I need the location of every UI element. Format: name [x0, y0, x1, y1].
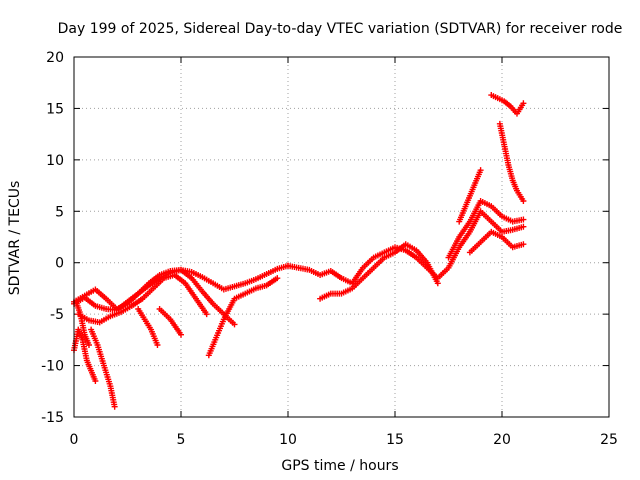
y-tick-label: 0 — [55, 256, 64, 272]
data-point — [520, 198, 527, 204]
series-track-6 — [205, 275, 281, 359]
y-tick-label: 10 — [46, 153, 64, 169]
data-point — [203, 311, 210, 318]
data-point — [178, 331, 184, 338]
x-tick-label: 0 — [70, 432, 79, 448]
x-tick-label: 15 — [386, 432, 404, 448]
data-point — [231, 321, 238, 328]
data-point — [520, 223, 527, 230]
data-point — [434, 280, 441, 287]
series-track-5 — [156, 306, 184, 338]
chart-title: Day 199 of 2025, Sidereal Day-to-day VTE… — [58, 21, 623, 37]
series-track-3 — [75, 272, 210, 326]
data-point — [477, 167, 484, 174]
data-points — [71, 92, 527, 410]
y-tick-label: -5 — [50, 307, 64, 323]
data-point — [92, 378, 99, 384]
data-point — [85, 342, 92, 348]
series-track-16 — [496, 120, 527, 204]
series-track-4 — [135, 306, 161, 348]
y-tick-label: 5 — [55, 204, 64, 220]
data-point — [520, 241, 527, 248]
x-axis-label: GPS time / hours — [281, 458, 398, 474]
gridlines — [74, 57, 609, 417]
series-track-8 — [88, 326, 118, 410]
series-track-7 — [71, 326, 99, 384]
data-point — [111, 403, 118, 410]
x-tick-label: 25 — [600, 432, 618, 448]
series-track-11 — [317, 241, 441, 302]
series-track-15 — [488, 92, 527, 117]
data-point — [274, 275, 281, 282]
series-track-14 — [466, 228, 527, 256]
y-axis-label: SDTVAR / TECUs — [7, 181, 23, 296]
y-tick-label: 20 — [46, 50, 64, 66]
series-track-2 — [71, 266, 238, 328]
y-tick-label: -15 — [41, 410, 64, 426]
series-track-9 — [73, 298, 92, 348]
x-tick-label: 5 — [177, 432, 186, 448]
series-track-13 — [456, 167, 484, 225]
data-point — [520, 216, 527, 223]
x-tick-label: 10 — [279, 432, 297, 448]
y-tick-label: 15 — [46, 101, 64, 117]
y-tick-label: -10 — [41, 359, 64, 375]
tick-labels: 0 5 10 15 20 25 -15 -10 -5 0 5 10 15 20 — [41, 50, 618, 448]
plot-frame — [73, 56, 610, 418]
series-track-12 — [445, 198, 527, 261]
data-point — [154, 342, 161, 348]
x-tick-label: 20 — [493, 432, 511, 448]
data-point — [520, 100, 527, 107]
series-track-10 — [285, 208, 527, 287]
